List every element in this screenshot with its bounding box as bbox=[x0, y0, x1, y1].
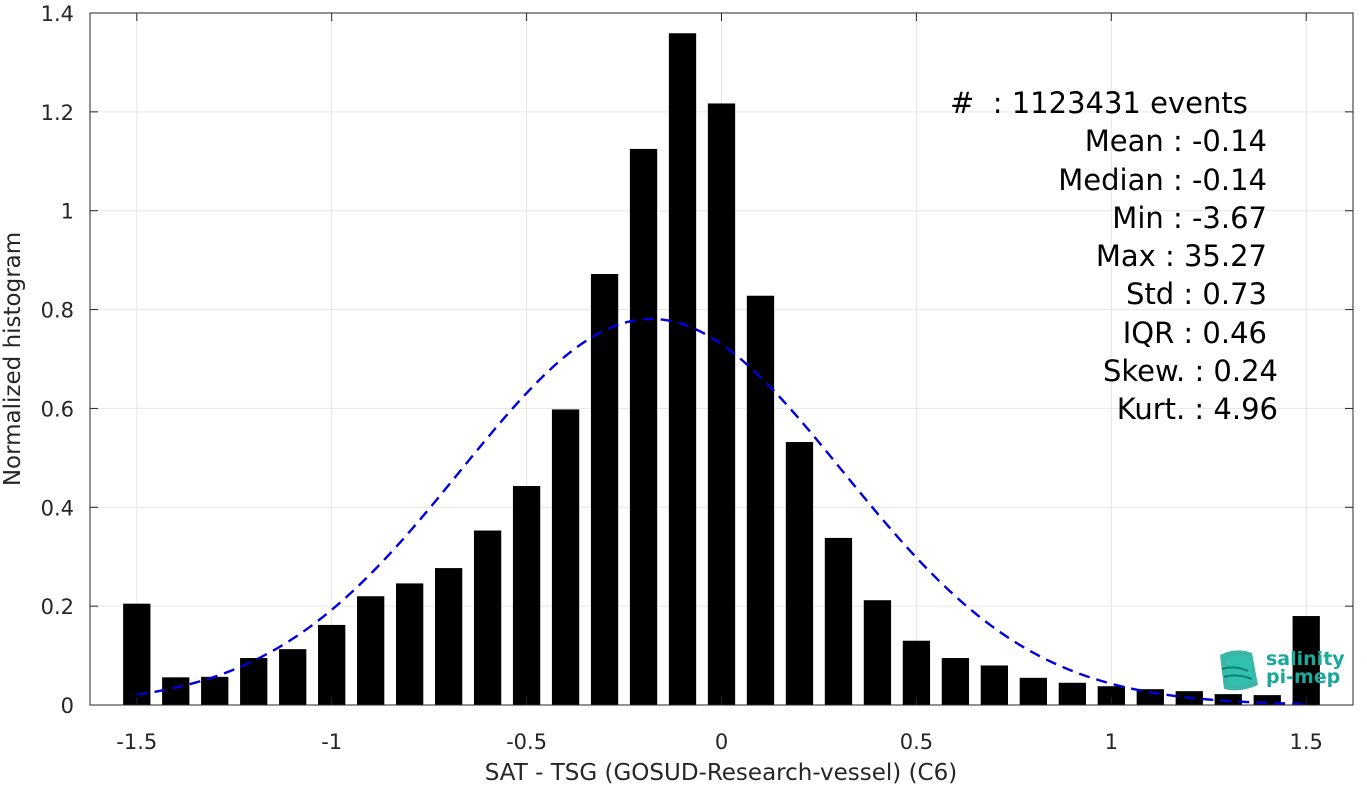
x-tick-label: 0 bbox=[715, 730, 728, 754]
y-tick-label: 0.2 bbox=[41, 595, 74, 619]
y-tick-label: 0.6 bbox=[41, 397, 74, 421]
stat-skew: Skew. : 0.24 bbox=[1102, 354, 1278, 389]
y-tick-label: 1 bbox=[61, 200, 74, 224]
stat-mean: Mean : -0.14 bbox=[1084, 124, 1267, 159]
y-axis-label: Normalized histogram bbox=[0, 232, 26, 486]
histogram-bar bbox=[551, 409, 580, 705]
statistics-box: # : 1123431 events Mean : -0.14 Median :… bbox=[900, 84, 1278, 429]
y-tick-label: 1.2 bbox=[41, 101, 74, 125]
x-tick-label: -0.5 bbox=[506, 730, 547, 754]
histogram-bar bbox=[201, 676, 229, 705]
histogram-bar bbox=[279, 649, 307, 705]
histogram-bar bbox=[162, 677, 190, 705]
histogram-bar bbox=[746, 295, 775, 705]
stat-kurt: Kurt. : 4.96 bbox=[1116, 392, 1278, 427]
x-tick-label: -1 bbox=[321, 730, 342, 754]
x-tick-label: 0.5 bbox=[900, 730, 933, 754]
stat-max: Max : 35.27 bbox=[1095, 239, 1267, 274]
stat-events: # : 1123431 events bbox=[950, 86, 1248, 120]
histogram-bar bbox=[668, 33, 697, 706]
bars bbox=[123, 33, 1320, 706]
logo-text: salinity pi-mep bbox=[1266, 648, 1345, 688]
y-tick-label: 0.4 bbox=[41, 496, 74, 520]
x-tick-label: 1.5 bbox=[1290, 730, 1323, 754]
y-tick-label: 0.8 bbox=[41, 299, 74, 323]
histogram-bar bbox=[473, 530, 502, 705]
histogram-bar bbox=[1019, 677, 1047, 705]
salinity-pi-mep-logo-icon bbox=[1220, 650, 1258, 691]
histogram-bar bbox=[863, 600, 892, 705]
x-tick-labels: -1.5 -1 -0.5 0 0.5 1 1.5 bbox=[116, 730, 1323, 754]
stat-min: Min : -3.67 bbox=[1112, 200, 1267, 235]
logo-text-line2: pi-mep bbox=[1266, 666, 1341, 688]
histogram-bar bbox=[941, 658, 970, 705]
histogram-bar bbox=[1292, 616, 1320, 705]
stat-std: Std : 0.73 bbox=[1126, 277, 1267, 312]
histogram-bar bbox=[629, 148, 658, 705]
histogram-bar bbox=[1058, 682, 1086, 705]
histogram-bar bbox=[318, 624, 346, 705]
histogram-bar bbox=[824, 537, 853, 705]
histogram-bar bbox=[357, 596, 385, 705]
y-tick-label: 1.4 bbox=[41, 2, 74, 26]
histogram-bar bbox=[590, 273, 619, 705]
histogram-bar bbox=[980, 665, 1009, 705]
histogram-bar bbox=[123, 603, 151, 705]
x-tick-label: -1.5 bbox=[116, 730, 157, 754]
stat-iqr: IQR : 0.46 bbox=[1122, 315, 1267, 350]
histogram-bar bbox=[1097, 686, 1125, 705]
histogram-bar bbox=[396, 583, 424, 705]
logo-text-line1: salinity bbox=[1266, 648, 1345, 670]
histogram-bar bbox=[512, 486, 541, 705]
y-tick-labels: 0 0.2 0.4 0.6 0.8 1 1.2 1.4 bbox=[41, 2, 74, 718]
histogram-bar bbox=[785, 442, 814, 705]
histogram-bar bbox=[434, 568, 463, 705]
y-tick-label: 0 bbox=[61, 694, 74, 718]
histogram-bar bbox=[1214, 694, 1242, 705]
histogram-bar bbox=[902, 640, 931, 705]
axis-ticks bbox=[90, 12, 1353, 706]
x-tick-label: 1 bbox=[1105, 730, 1118, 754]
histogram-bar bbox=[707, 103, 736, 705]
stat-median: Median : -0.14 bbox=[1058, 162, 1267, 197]
histogram-bar bbox=[1253, 695, 1281, 705]
x-axis-label: SAT - TSG (GOSUD-Research-vessel) (C6) bbox=[485, 760, 957, 785]
